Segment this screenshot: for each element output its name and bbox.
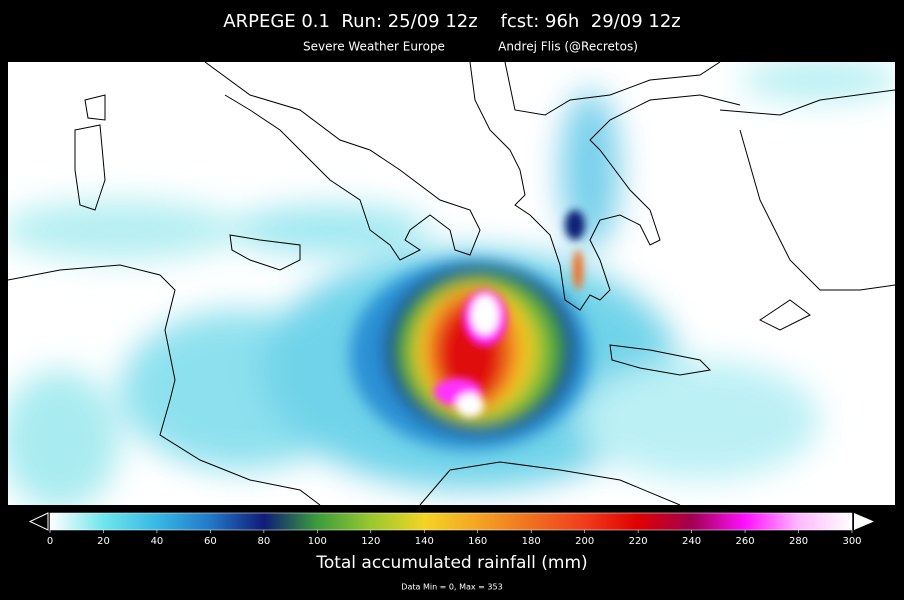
subtitle: Andrej Flis (@Recretos) [498, 40, 638, 54]
tick-label: 80 [257, 536, 270, 547]
footer: Data Min = 0, Max = 353 [401, 583, 502, 592]
tick-label: 120 [361, 536, 380, 547]
tick-label: 20 [97, 536, 110, 547]
title: ARPEGE 0.1 Run: 25/09 12z fcst: 96h 29/0… [223, 11, 680, 32]
tick-label: 180 [522, 536, 541, 547]
tick-label: 140 [415, 536, 434, 547]
tick-label: 160 [468, 536, 487, 547]
tick-label: 200 [575, 536, 594, 547]
tick-label: 280 [789, 536, 808, 547]
subtitle: Severe Weather Europe [303, 40, 445, 54]
tick-label: 40 [151, 536, 164, 547]
colorbar-extend-low [28, 512, 49, 531]
tick-label: 60 [204, 536, 217, 547]
colorbar-extend-high [854, 513, 874, 530]
tick-label: 220 [629, 536, 648, 547]
tick-label: 100 [308, 536, 327, 547]
tick-label: 240 [682, 536, 701, 547]
tick-label: 0 [47, 536, 53, 547]
colorbar [49, 512, 853, 531]
map [8, 62, 895, 505]
tick-label: 300 [842, 536, 861, 547]
colorbar-label: Total accumulated rainfall (mm) [315, 553, 587, 573]
tick-label: 260 [736, 536, 755, 547]
